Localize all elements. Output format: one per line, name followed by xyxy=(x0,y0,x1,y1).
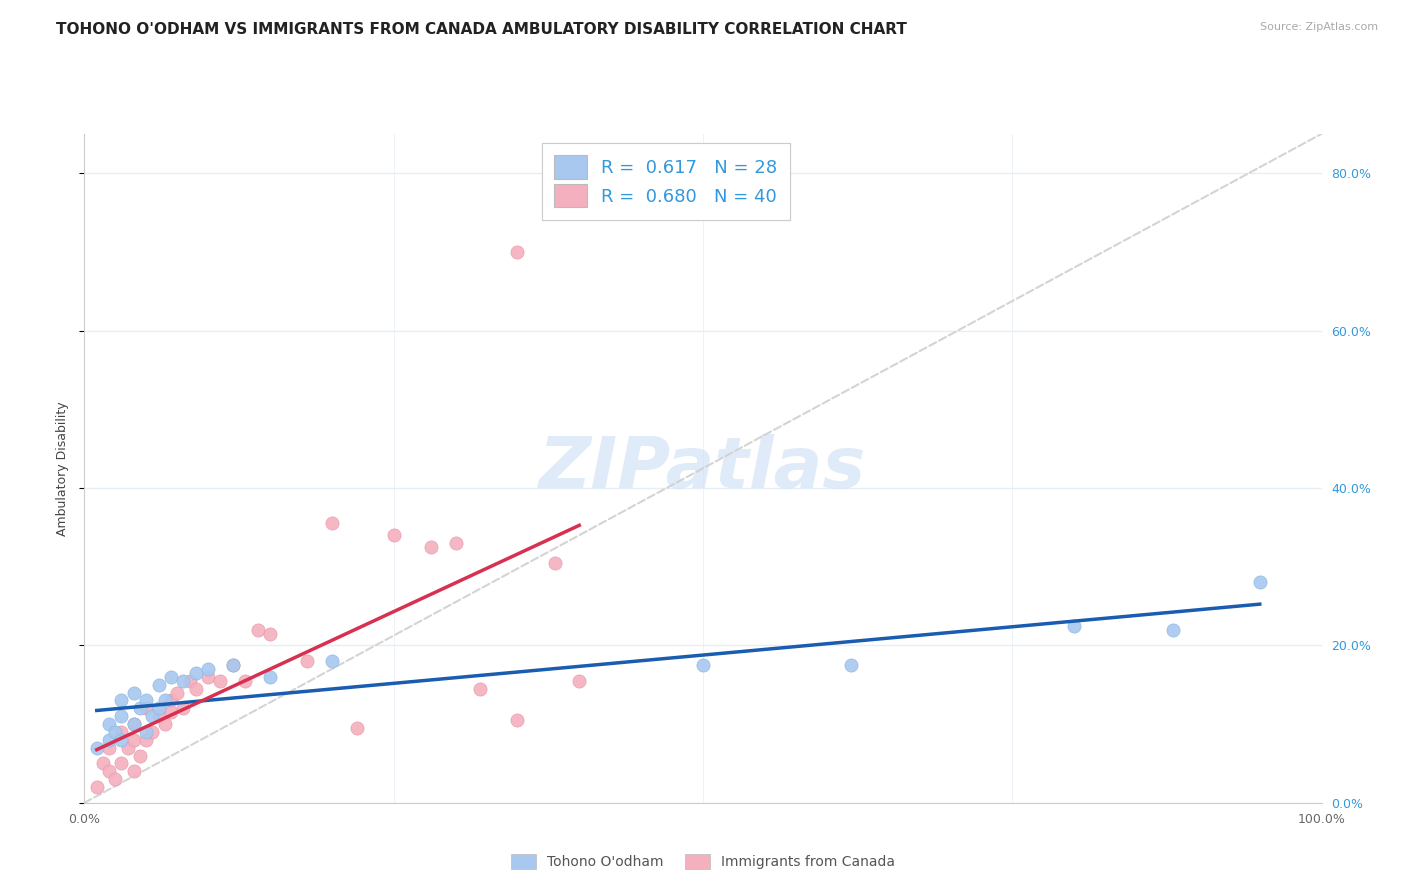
Point xyxy=(148,701,170,715)
Point xyxy=(506,244,529,259)
Point xyxy=(104,725,127,739)
Point xyxy=(179,673,201,688)
Point xyxy=(122,685,145,699)
Point xyxy=(141,725,163,739)
Point xyxy=(321,516,343,531)
Point xyxy=(110,725,132,739)
Point xyxy=(259,670,281,684)
Point xyxy=(98,740,121,755)
Point xyxy=(172,701,194,715)
Text: Source: ZipAtlas.com: Source: ZipAtlas.com xyxy=(1260,22,1378,32)
Point xyxy=(91,756,114,771)
Point xyxy=(86,740,108,755)
Text: ZIPatlas: ZIPatlas xyxy=(540,434,866,503)
Point xyxy=(209,673,232,688)
Point xyxy=(346,721,368,735)
Point xyxy=(222,658,245,673)
Point xyxy=(246,623,269,637)
Point xyxy=(141,709,163,723)
Point xyxy=(568,673,591,688)
Point xyxy=(382,528,405,542)
Point xyxy=(153,693,176,707)
Point xyxy=(129,701,152,715)
Point xyxy=(104,772,127,787)
Point xyxy=(98,717,121,731)
Point xyxy=(233,673,256,688)
Point xyxy=(117,740,139,755)
Point xyxy=(98,764,121,779)
Point xyxy=(419,540,441,554)
Legend: Tohono O'odham, Immigrants from Canada: Tohono O'odham, Immigrants from Canada xyxy=(505,847,901,876)
Point xyxy=(148,709,170,723)
Point xyxy=(135,693,157,707)
Point xyxy=(1161,623,1184,637)
Point xyxy=(444,536,467,550)
Point xyxy=(110,732,132,747)
Point xyxy=(86,780,108,794)
Point xyxy=(543,556,565,570)
Point xyxy=(197,662,219,676)
Point xyxy=(222,658,245,673)
Point xyxy=(1249,575,1271,590)
Point xyxy=(197,670,219,684)
Point xyxy=(506,713,529,727)
Point xyxy=(160,670,183,684)
Point xyxy=(321,654,343,668)
Point xyxy=(295,654,318,668)
Point xyxy=(148,678,170,692)
Point xyxy=(166,685,188,699)
Point xyxy=(259,626,281,640)
Point xyxy=(841,658,863,673)
Point xyxy=(98,732,121,747)
Point xyxy=(470,681,492,696)
Point xyxy=(153,717,176,731)
Y-axis label: Ambulatory Disability: Ambulatory Disability xyxy=(56,401,69,535)
Point xyxy=(184,665,207,680)
Point xyxy=(1063,618,1085,632)
Legend: R =  0.617   N = 28, R =  0.680   N = 40: R = 0.617 N = 28, R = 0.680 N = 40 xyxy=(541,143,790,220)
Point xyxy=(184,681,207,696)
Point xyxy=(110,693,132,707)
Point xyxy=(135,725,157,739)
Text: TOHONO O'ODHAM VS IMMIGRANTS FROM CANADA AMBULATORY DISABILITY CORRELATION CHART: TOHONO O'ODHAM VS IMMIGRANTS FROM CANADA… xyxy=(56,22,907,37)
Point xyxy=(129,748,152,763)
Point xyxy=(122,732,145,747)
Point xyxy=(135,701,157,715)
Point xyxy=(110,756,132,771)
Point xyxy=(110,709,132,723)
Point xyxy=(122,717,145,731)
Point xyxy=(122,717,145,731)
Point xyxy=(122,764,145,779)
Point xyxy=(135,732,157,747)
Point xyxy=(160,693,183,707)
Point xyxy=(160,706,183,720)
Point xyxy=(172,673,194,688)
Point xyxy=(692,658,714,673)
